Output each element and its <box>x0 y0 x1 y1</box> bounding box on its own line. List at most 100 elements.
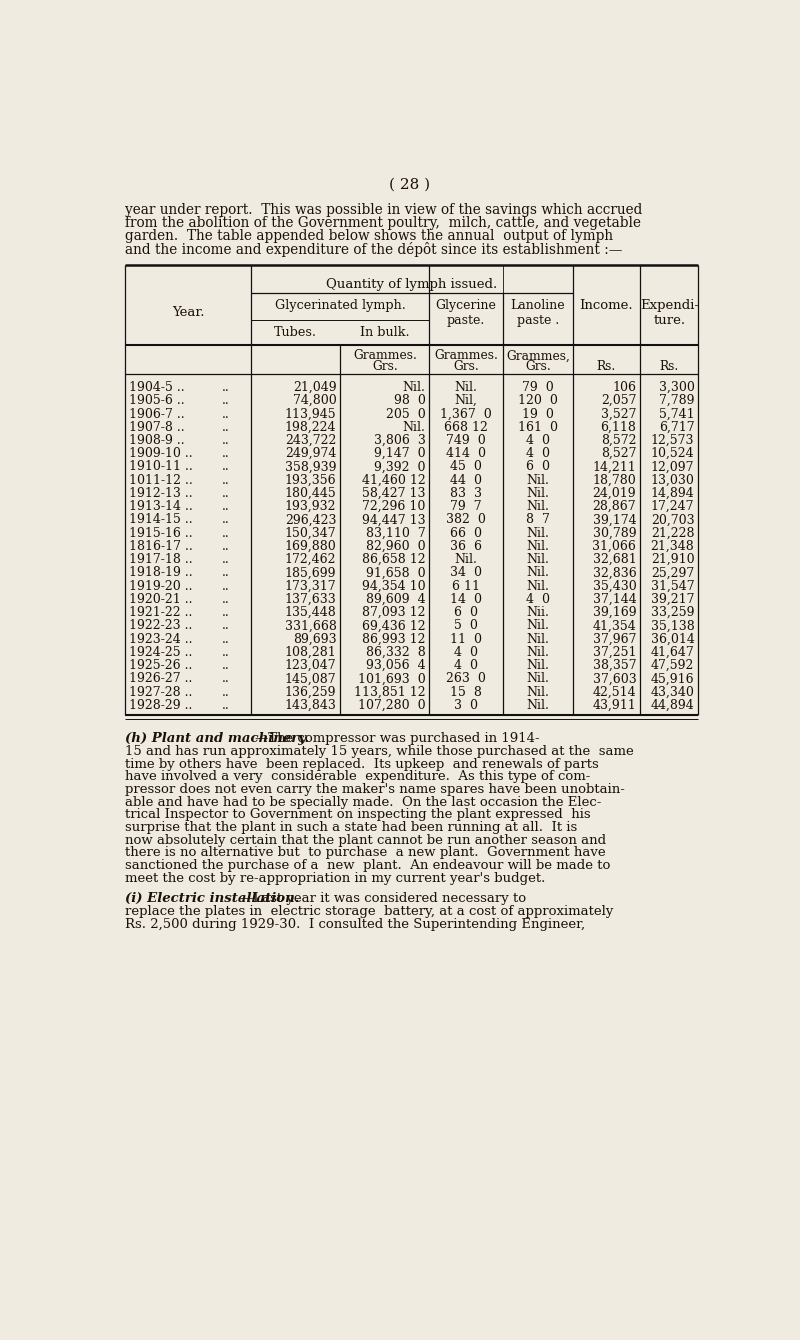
Text: 1919-20 ..: 1919-20 .. <box>129 580 192 592</box>
Text: 86,993 12: 86,993 12 <box>362 632 426 646</box>
Text: Rs. 2,500 during 1929-30.  I consulted the Superintending Engineer,: Rs. 2,500 during 1929-30. I consulted th… <box>125 918 585 931</box>
Text: 39,169: 39,169 <box>593 606 636 619</box>
Text: 123,047: 123,047 <box>285 659 336 673</box>
Text: 44  0: 44 0 <box>450 474 482 486</box>
Text: 749  0: 749 0 <box>446 434 486 448</box>
Text: Nil.: Nil. <box>526 646 550 659</box>
Text: 137,633: 137,633 <box>285 592 336 606</box>
Text: 83  3: 83 3 <box>450 486 482 500</box>
Text: 6  0: 6 0 <box>526 461 550 473</box>
Text: meet the cost by re-appropriation in my current year's budget.: meet the cost by re-appropriation in my … <box>125 872 545 884</box>
Text: 1011-12 ..: 1011-12 .. <box>129 474 193 486</box>
Text: 79  7: 79 7 <box>450 500 482 513</box>
Text: ..: .. <box>222 606 230 619</box>
Text: Grammes.: Grammes. <box>434 350 498 362</box>
Text: 120  0: 120 0 <box>518 394 558 407</box>
Text: 74,800: 74,800 <box>293 394 336 407</box>
Text: 14,894: 14,894 <box>650 486 694 500</box>
Text: 21,348: 21,348 <box>650 540 694 553</box>
Text: 39,174: 39,174 <box>593 513 636 527</box>
Text: ..: .. <box>222 421 230 434</box>
Text: 13,030: 13,030 <box>650 474 694 486</box>
Text: 24,019: 24,019 <box>593 486 636 500</box>
Text: 21,228: 21,228 <box>651 527 694 540</box>
Text: 42,514: 42,514 <box>593 686 636 698</box>
Text: ..: .. <box>222 394 230 407</box>
Text: 205  0: 205 0 <box>386 407 426 421</box>
Text: (h) Plant and machinery.: (h) Plant and machinery. <box>125 732 309 745</box>
Text: 86,658 12: 86,658 12 <box>362 553 426 567</box>
Text: ..: .. <box>222 632 230 646</box>
Text: 39,217: 39,217 <box>651 592 694 606</box>
Text: Nil.: Nil. <box>526 527 550 540</box>
Text: 113,851 12: 113,851 12 <box>354 686 426 698</box>
Text: 145,087: 145,087 <box>285 673 336 685</box>
Text: 87,093 12: 87,093 12 <box>362 606 426 619</box>
Text: 249,974: 249,974 <box>285 448 336 460</box>
Text: 193,356: 193,356 <box>285 474 336 486</box>
Text: ..: .. <box>222 461 230 473</box>
Text: 2,057: 2,057 <box>601 394 636 407</box>
Text: Year.: Year. <box>172 307 204 319</box>
Text: 79  0: 79 0 <box>522 381 554 394</box>
Text: 1907-8 ..: 1907-8 .. <box>129 421 184 434</box>
Text: 38,357: 38,357 <box>593 659 636 673</box>
Text: 143,843: 143,843 <box>285 699 336 712</box>
Text: 10,524: 10,524 <box>651 448 694 460</box>
Text: 18,780: 18,780 <box>593 474 636 486</box>
Text: 1927-28 ..: 1927-28 .. <box>129 686 192 698</box>
Text: 136,259: 136,259 <box>285 686 336 698</box>
Text: 37,603: 37,603 <box>593 673 636 685</box>
Text: Nil.: Nil. <box>526 553 550 567</box>
Text: Lanoline
paste .: Lanoline paste . <box>510 299 565 327</box>
Text: 72,296 10: 72,296 10 <box>362 500 426 513</box>
Text: 173,317: 173,317 <box>285 580 336 592</box>
Text: 32,836: 32,836 <box>593 567 636 579</box>
Text: 185,699: 185,699 <box>285 567 336 579</box>
Text: trical Inspector to Government on inspecting the plant expressed  his: trical Inspector to Government on inspec… <box>125 808 590 821</box>
Text: surprise that the plant in such a state had been running at all.  It is: surprise that the plant in such a state … <box>125 821 577 833</box>
Text: 11  0: 11 0 <box>450 632 482 646</box>
Text: 113,945: 113,945 <box>285 407 336 421</box>
Text: Nil.: Nil. <box>454 553 478 567</box>
Text: 89,609  4: 89,609 4 <box>366 592 426 606</box>
Text: Grammes,: Grammes, <box>506 350 570 362</box>
Text: 47,592: 47,592 <box>651 659 694 673</box>
Text: 43,911: 43,911 <box>593 699 636 712</box>
Text: 243,722: 243,722 <box>285 434 336 448</box>
Text: year under report.  This was possible in view of the savings which accrued: year under report. This was possible in … <box>125 204 642 217</box>
Text: —The compressor was purchased in 1914-: —The compressor was purchased in 1914- <box>255 732 540 745</box>
Text: Nil.: Nil. <box>526 474 550 486</box>
Text: 58,427 13: 58,427 13 <box>362 486 426 500</box>
Text: have involved a very  considerable  expenditure.  As this type of com-: have involved a very considerable expend… <box>125 770 590 784</box>
Text: 169,880: 169,880 <box>285 540 336 553</box>
Text: 41,354: 41,354 <box>593 619 636 632</box>
Text: 1915-16 ..: 1915-16 .. <box>129 527 192 540</box>
Text: 32,681: 32,681 <box>593 553 636 567</box>
Text: 31,066: 31,066 <box>593 540 636 553</box>
Text: Nii.: Nii. <box>526 606 550 619</box>
Text: 1918-19 ..: 1918-19 .. <box>129 567 192 579</box>
Text: 1910-11 ..: 1910-11 .. <box>129 461 193 473</box>
Text: 1908-9 ..: 1908-9 .. <box>129 434 184 448</box>
Text: 30,789: 30,789 <box>593 527 636 540</box>
Text: 358,939: 358,939 <box>285 461 336 473</box>
Text: 1913-14 ..: 1913-14 .. <box>129 500 193 513</box>
Text: 37,967: 37,967 <box>593 632 636 646</box>
Text: Nil.: Nil. <box>526 500 550 513</box>
Text: 21,910: 21,910 <box>651 553 694 567</box>
Text: 66  0: 66 0 <box>450 527 482 540</box>
Text: 107,280  0: 107,280 0 <box>358 699 426 712</box>
Text: 8,527: 8,527 <box>601 448 636 460</box>
Text: ..: .. <box>222 513 230 527</box>
Text: 1922-23 ..: 1922-23 .. <box>129 619 192 632</box>
Text: sanctioned the purchase of a  new  plant.  An endeavour will be made to: sanctioned the purchase of a new plant. … <box>125 859 610 872</box>
Text: 9,392  0: 9,392 0 <box>374 461 426 473</box>
Text: Glycerine
paste.: Glycerine paste. <box>436 299 497 327</box>
Text: 37,251: 37,251 <box>593 646 636 659</box>
Text: 150,347: 150,347 <box>285 527 336 540</box>
Text: Nil.: Nil. <box>526 619 550 632</box>
Text: ..: .. <box>222 486 230 500</box>
Text: 5  0: 5 0 <box>454 619 478 632</box>
Text: Nil.: Nil. <box>526 540 550 553</box>
